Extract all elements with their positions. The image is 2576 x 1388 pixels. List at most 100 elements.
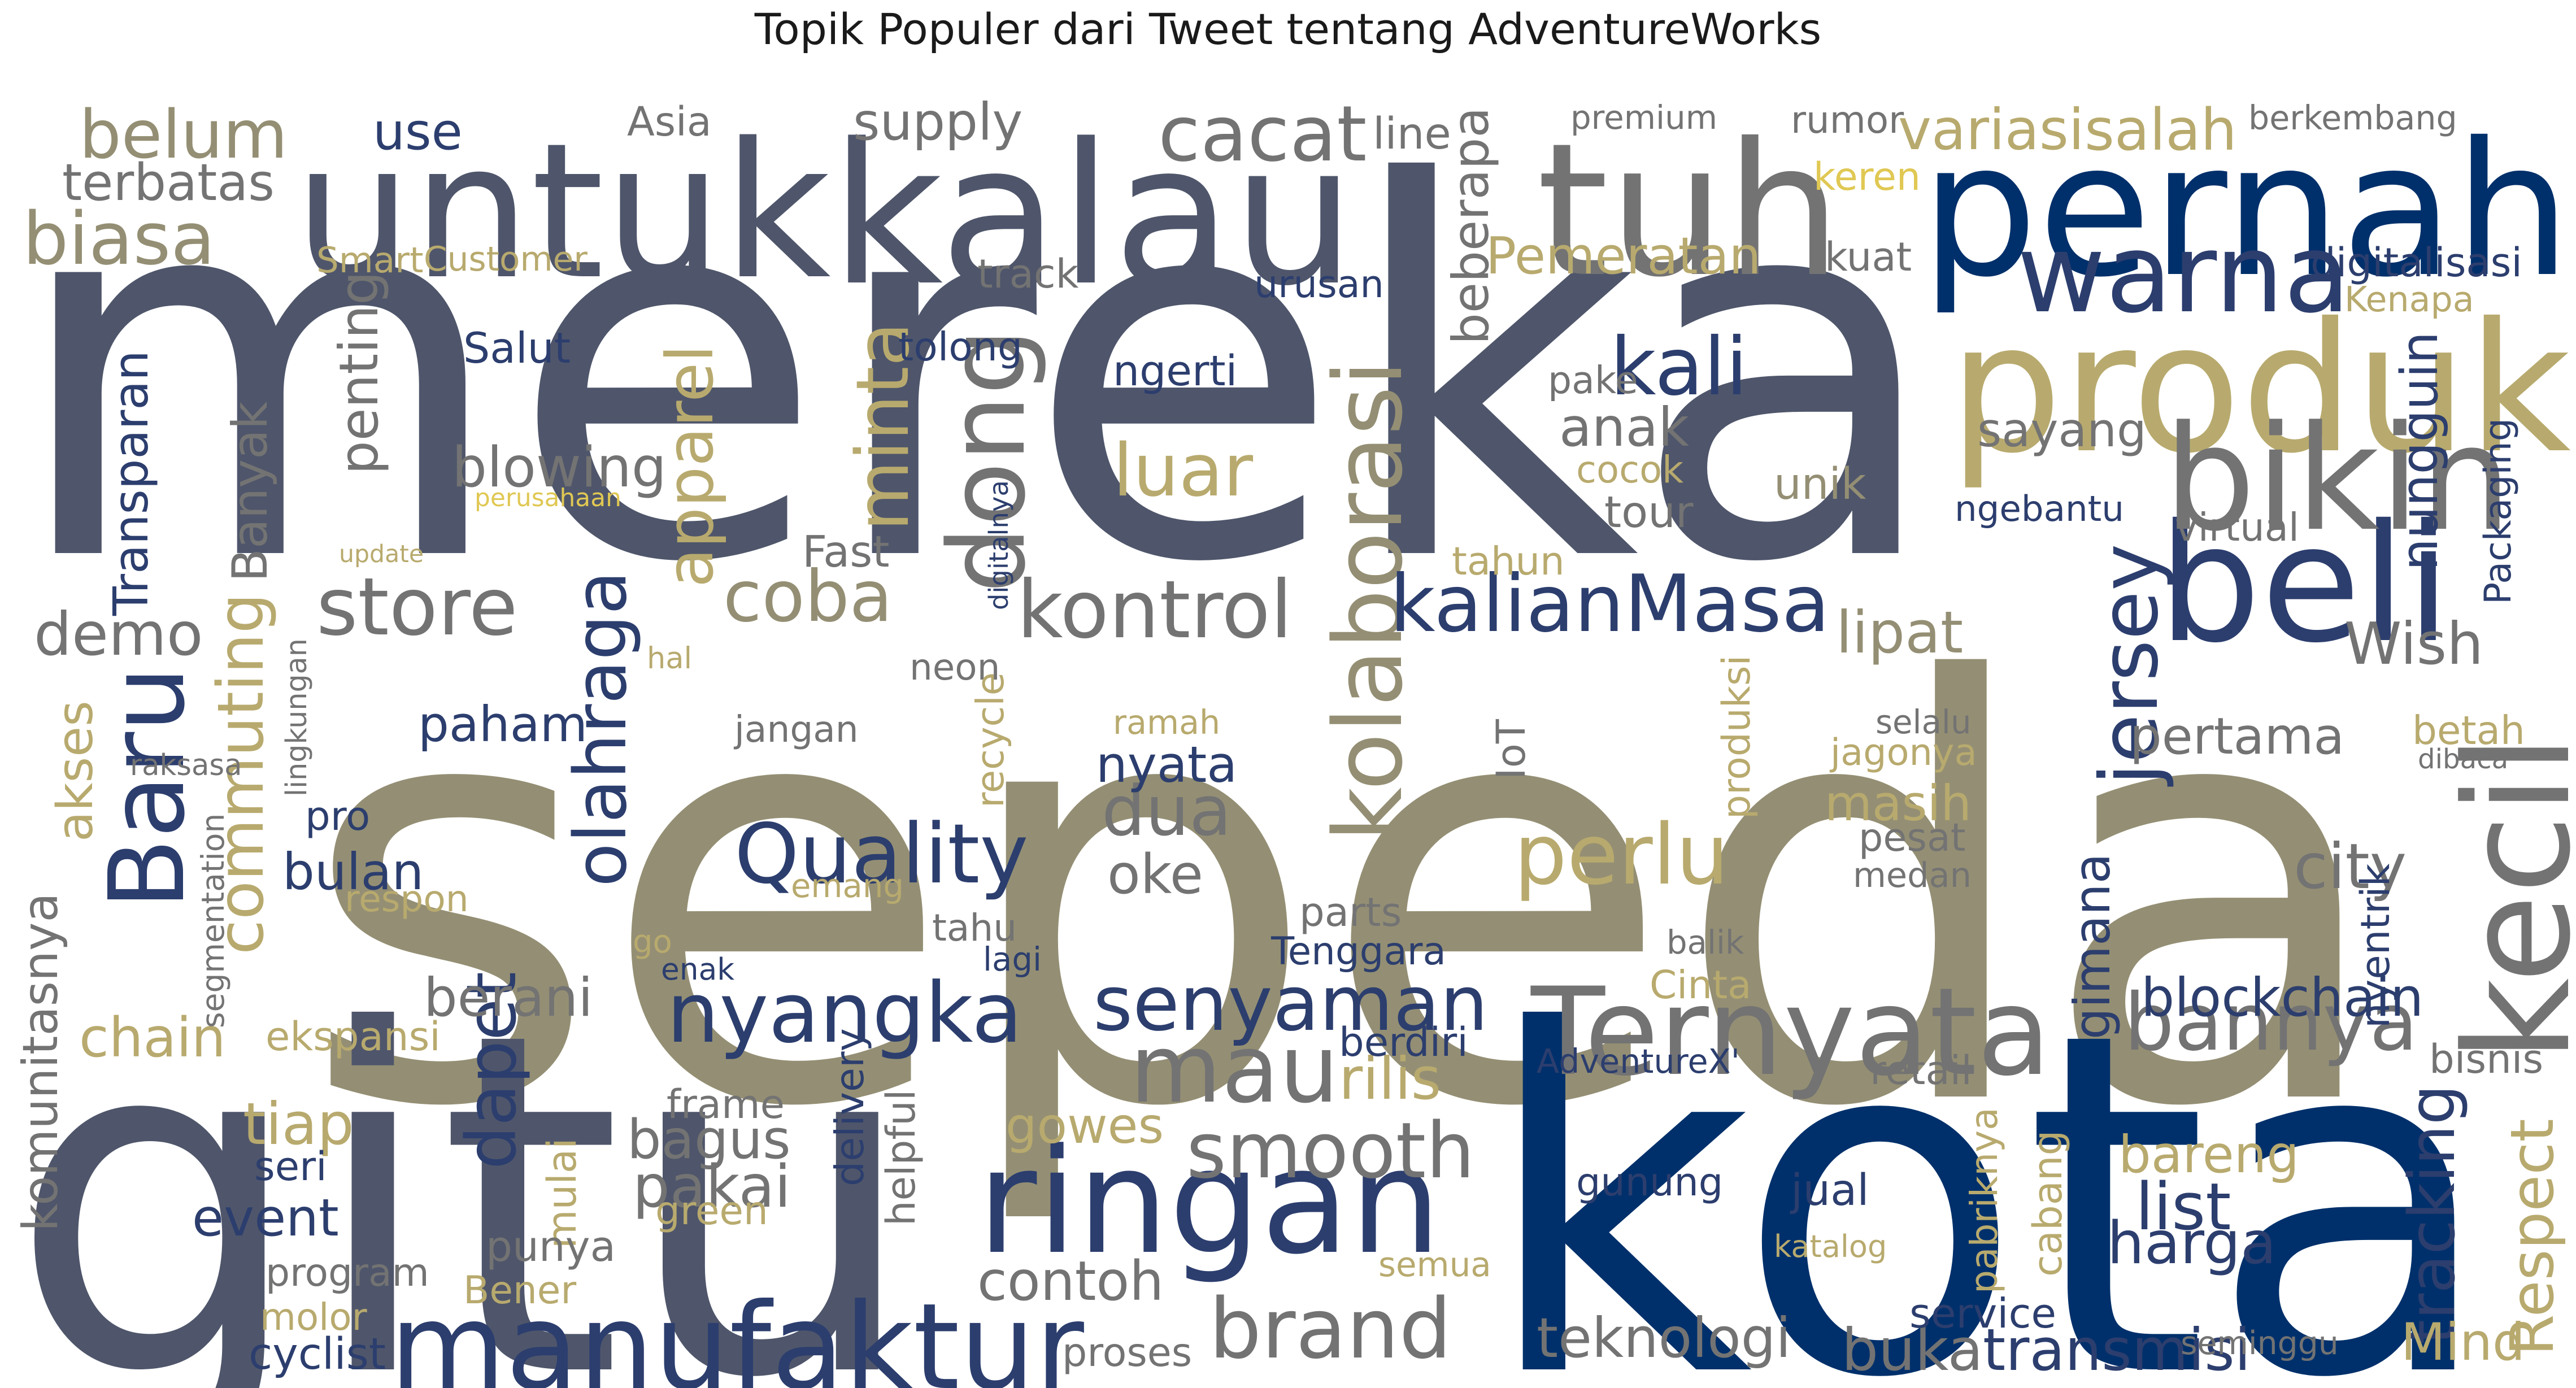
word-mind: Mind — [2401, 1312, 2525, 1372]
word-blockchain: blockchain — [2141, 967, 2424, 1029]
word-penting: penting — [329, 271, 390, 475]
word-hal: hal — [647, 641, 693, 676]
word-sayang: sayang — [1977, 403, 2147, 458]
word-warna: warna — [2017, 211, 2351, 337]
word-gowes: gowes — [1006, 1097, 1164, 1155]
word-salut: Salut — [463, 324, 571, 373]
word-kalianmasa: kalianMasa — [1390, 558, 1830, 650]
word-tolong: tolong — [898, 324, 1023, 370]
word-ngebantu: ngebantu — [1955, 488, 2124, 529]
word-rilis: rilis — [1339, 1046, 1442, 1113]
word-jual: jual — [1791, 1165, 1869, 1216]
word-ngerti: ngerti — [1113, 346, 1238, 395]
word-enak: enak — [661, 952, 735, 987]
word-asia: Asia — [627, 98, 712, 145]
word-frame: frame — [667, 1081, 785, 1128]
word-apparel: apparel — [652, 345, 728, 588]
word-pake: pake — [1548, 358, 1638, 402]
word-smart: Smart — [316, 240, 424, 281]
word-iot: IoT — [1488, 719, 1534, 780]
word-gunung: gunung — [1576, 1160, 1724, 1205]
word-update: update — [339, 540, 424, 568]
word-store: store — [316, 561, 518, 654]
word-paham: paham — [418, 697, 588, 753]
word-recycle: recycle — [968, 672, 1012, 808]
word-molor: molor — [260, 1296, 367, 1339]
word-semua: semua — [1378, 1246, 1491, 1285]
word-transmisi: transmisi — [1983, 1317, 2251, 1384]
word-seri: seri — [254, 1143, 327, 1190]
word-bikin: bikin — [2164, 395, 2512, 563]
word-sepeda: sepeda — [299, 563, 2392, 1233]
word-program: program — [266, 1251, 429, 1295]
word-cocok: cocok — [1576, 449, 1684, 491]
word-pertama: pertama — [2130, 707, 2345, 766]
word-dibaca: dibaca — [2418, 743, 2509, 775]
word-komunitasnya: komunitasnya — [13, 893, 69, 1232]
word-lagi: lagi — [983, 940, 1042, 978]
word-tracking: tracking — [2395, 1084, 2469, 1345]
word-berani: berani — [424, 967, 593, 1029]
word-kontrol: kontrol — [1017, 564, 1293, 656]
word-nyangka: nyangka — [667, 964, 1023, 1061]
word-helpful: helpful — [878, 1089, 924, 1226]
word-virtual: virtual — [2175, 505, 2299, 550]
word-dua: dua — [1102, 771, 1232, 851]
word-seminggu: seminggu — [2181, 1325, 2339, 1362]
word-ternyata: Ternyata — [1531, 961, 2051, 1103]
word-jangan: jangan — [734, 708, 859, 751]
word-pakai: pakai — [633, 1153, 791, 1221]
word-premium: premium — [1570, 98, 1718, 137]
word-nungguin: nungguin — [2391, 332, 2449, 571]
word-berkembang: berkembang — [2248, 99, 2457, 137]
word-beberapa: beberapa — [1442, 107, 1500, 345]
word-berdiri: berdiri — [1339, 1019, 1468, 1065]
word-bagus: bagus — [627, 1108, 791, 1171]
word-medan: medan — [1853, 856, 1972, 895]
word-oke: oke — [1107, 843, 1203, 906]
word-tuh: tuh — [1537, 103, 1842, 317]
word-lipat: lipat — [1836, 599, 1964, 667]
word-list: list — [2135, 1169, 2231, 1245]
word-tour: tour — [1604, 488, 1694, 538]
word-gitu: gitu — [8, 933, 921, 1388]
word-keren: keren — [1813, 155, 1921, 199]
word-ekspansi: ekspansi — [266, 1013, 441, 1060]
word-luar: luar — [1113, 429, 1254, 513]
word-city: city — [2294, 830, 2407, 903]
word-nyata: nyata — [1096, 736, 1238, 794]
word-cinta: Cinta — [1650, 963, 1752, 1008]
word-transparan: Transparan — [103, 350, 159, 616]
word-kota: kota — [1480, 933, 2497, 1388]
word-tiap: tiap — [243, 1091, 354, 1158]
word-wish: Wish — [2344, 611, 2484, 678]
word-variasi: variasi — [1898, 97, 2085, 163]
word-fast: Fast — [802, 527, 890, 577]
word-anak: anak — [1559, 397, 1689, 459]
word-pro: pro — [305, 793, 371, 839]
word-produksi: produksi — [1714, 655, 1759, 819]
word-bisnis: bisnis — [2429, 1036, 2544, 1082]
word-coba: coba — [723, 556, 893, 638]
word-bannya: bannya — [2124, 976, 2418, 1068]
word-manufaktur: manufaktur — [390, 1278, 1084, 1388]
word-cyclist: cyclist — [249, 1329, 386, 1380]
word-supply: supply — [853, 92, 1023, 152]
word-respon: respon — [345, 878, 469, 920]
word-tahu: tahu — [932, 906, 1017, 950]
word-blowing: blowing — [452, 436, 667, 500]
word-belum: belum — [79, 96, 288, 173]
word-tahun: tahun — [1452, 539, 1565, 584]
word-nyentrik: nyentrik — [2352, 863, 2399, 1028]
word-terbatas: terbatas — [62, 154, 275, 212]
chart-title: Topik Populer dari Tweet tentang Adventu… — [754, 4, 1822, 54]
word-akses: akses — [46, 700, 104, 842]
word-adventurex-: AdventureX' — [1537, 1042, 1740, 1081]
word-pemeratan: Pemeratan — [1486, 227, 1761, 286]
word-customer: Customer — [424, 240, 588, 279]
word-salah: salah — [2085, 97, 2237, 163]
word-ringan: ringan — [977, 1118, 1442, 1286]
word-neon: neon — [910, 646, 1000, 689]
word-kalau: kalau — [830, 102, 1356, 329]
